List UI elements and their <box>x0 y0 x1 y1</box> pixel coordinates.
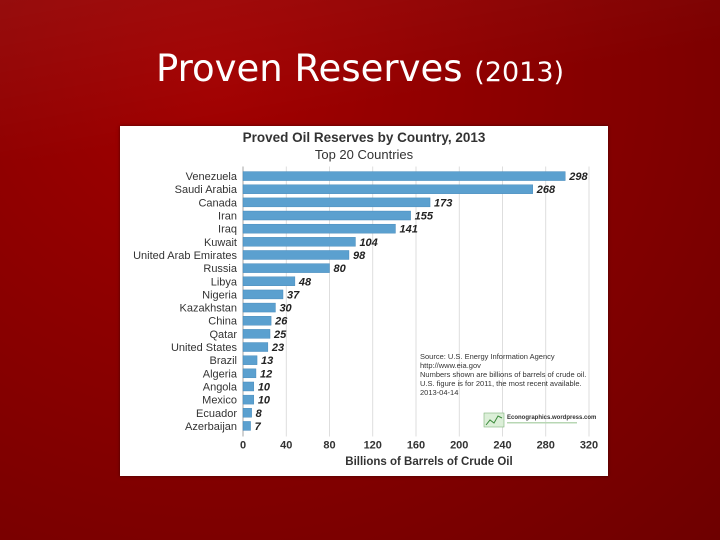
category-label: United Arab Emirates <box>133 250 237 262</box>
chart-subtitle: Top 20 Countries <box>315 147 414 162</box>
category-label: Venezuela <box>186 171 238 183</box>
x-tick-label: 200 <box>450 440 468 452</box>
chart-title: Proved Oil Reserves by Country, 2013 <box>243 130 486 145</box>
category-label: Kazakhstan <box>180 303 237 315</box>
chart-x-ticks: 0 40 80 120 160 200 240 280 320 <box>240 440 598 452</box>
category-label: Azerbaijan <box>185 421 237 433</box>
logo-underline <box>507 422 577 424</box>
bar <box>242 223 396 234</box>
x-tick-label: 240 <box>493 440 511 452</box>
source-line: 2013-04-14 <box>420 388 458 397</box>
category-label: Angola <box>203 381 238 393</box>
econographics-logo: Econographics.wordpress.com <box>483 412 596 428</box>
bar <box>242 237 356 247</box>
x-tick-label: 0 <box>240 440 246 452</box>
logo-text: Econographics.wordpress.com <box>507 415 596 421</box>
source-line: Source: U.S. Energy Information Agency <box>420 352 555 361</box>
x-tick-label: 320 <box>580 440 598 452</box>
bar <box>242 394 255 405</box>
value-label: 8 <box>256 408 263 420</box>
bar <box>242 408 252 418</box>
value-label: 26 <box>274 316 288 328</box>
category-label: Nigeria <box>202 289 238 301</box>
bar <box>242 381 255 392</box>
value-label: 173 <box>434 197 452 209</box>
bar <box>242 342 269 352</box>
bar <box>242 421 251 431</box>
bar <box>242 329 271 339</box>
source-line: http://www.eia.gov <box>420 361 481 370</box>
chart-value-labels: 2982681731551411049880483730262523131210… <box>255 171 589 433</box>
chart-image: Proved Oil Reserves by Country, 2013 Top… <box>120 126 608 476</box>
bar <box>242 355 258 365</box>
slide-title-main: Proven Reserves <box>155 47 463 90</box>
category-label: Iraq <box>218 224 237 236</box>
x-tick-label: 120 <box>364 440 382 452</box>
bar <box>242 197 431 208</box>
bar <box>242 368 257 379</box>
chart-source-note: Source: U.S. Energy Information Agencyht… <box>420 352 586 397</box>
bar <box>242 184 533 194</box>
category-label: Ecuador <box>196 408 237 420</box>
category-label: China <box>208 316 238 328</box>
x-tick-label: 80 <box>323 440 335 452</box>
value-label: 13 <box>261 355 273 367</box>
bar <box>242 171 566 181</box>
bar <box>242 210 411 221</box>
category-label: Brazil <box>209 355 237 367</box>
category-label: Iran <box>218 211 237 223</box>
value-label: 25 <box>273 329 287 341</box>
bar <box>242 302 276 313</box>
value-label: 23 <box>271 342 284 354</box>
value-label: 141 <box>399 224 417 236</box>
value-label: 80 <box>334 263 347 275</box>
value-label: 37 <box>287 289 300 301</box>
category-label: Canada <box>198 197 237 209</box>
bar <box>242 276 296 286</box>
category-label: Algeria <box>203 368 238 380</box>
category-label: Russia <box>203 263 238 275</box>
value-label: 10 <box>258 381 271 393</box>
value-label: 30 <box>279 303 292 315</box>
source-line: Numbers shown are billions of barrels of… <box>420 370 586 379</box>
value-label: 104 <box>359 237 377 249</box>
category-label: Saudi Arabia <box>175 184 238 196</box>
bar <box>242 250 350 260</box>
value-label: 98 <box>353 250 366 262</box>
value-label: 268 <box>536 184 556 196</box>
bar <box>242 316 272 326</box>
category-label: Kuwait <box>204 237 237 249</box>
value-label: 12 <box>260 368 272 380</box>
source-line: U.S. figure is for 2011, the most recent… <box>420 379 582 388</box>
slide-title: Proven Reserves (2013) <box>0 44 720 98</box>
logo-mark <box>483 412 505 428</box>
logo-chart-icon <box>485 415 503 426</box>
bar <box>242 263 330 273</box>
chart-x-axis-label: Billions of Barrels of Crude Oil <box>345 456 512 468</box>
value-label: 298 <box>568 171 588 183</box>
value-label: 7 <box>255 421 262 433</box>
category-label: Mexico <box>202 395 237 407</box>
bar <box>242 289 284 300</box>
value-label: 10 <box>258 395 271 407</box>
x-tick-label: 40 <box>280 440 292 452</box>
value-label: 48 <box>298 276 312 288</box>
slide-title-year: (2013) <box>474 57 565 88</box>
value-label: 155 <box>415 211 434 223</box>
chart-bars <box>242 171 566 431</box>
category-label: Qatar <box>209 329 237 341</box>
x-tick-label: 280 <box>537 440 555 452</box>
category-label: Libya <box>211 276 238 288</box>
category-label: United States <box>171 342 238 354</box>
oil-reserves-bar-chart: Proved Oil Reserves by Country, 2013 Top… <box>133 130 598 468</box>
x-tick-label: 160 <box>407 440 425 452</box>
